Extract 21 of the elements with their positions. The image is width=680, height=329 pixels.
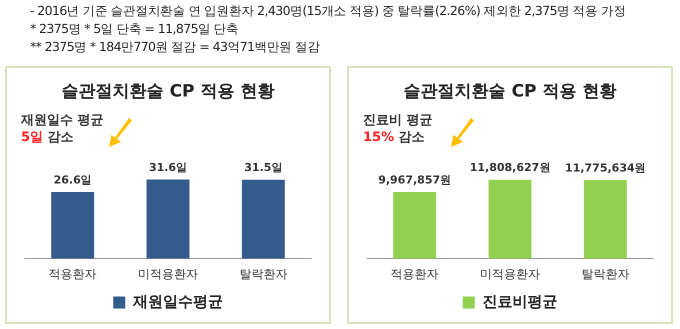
data-label: 31.6일 — [148, 160, 188, 174]
text: 재원일수 평균 5일 감소 — [21, 112, 104, 146]
x-tick-label: 탈락환자 — [239, 266, 288, 281]
legend-label: 재원일수평균 — [132, 292, 223, 310]
data-label: 11,808,627원 — [470, 161, 550, 174]
x-tick-label: 적용환자 — [390, 266, 439, 281]
text: * 2375명 * 5일 단축 = 11,875일 단축 — [30, 20, 240, 38]
data-label: 26.6일 — [54, 173, 92, 186]
data-label: 11,775,634원 — [565, 161, 646, 174]
x-tick-label: 적용환자 — [48, 266, 97, 281]
x-tick-label: 미적용환자 — [138, 266, 198, 281]
chart-title: 슬관절치환술 CP 적용 현황 — [62, 82, 274, 102]
x-tick-label: 탈락환자 — [581, 266, 630, 281]
data-label: 31.5일 — [244, 161, 282, 174]
text: 진료비 평균 15% 감소 — [363, 112, 433, 146]
text: ** 2375명 * 184만770원 절감 = 43억71백만원 절감 — [30, 38, 321, 56]
x-tick-label: 미적용환자 — [480, 266, 540, 281]
legend-label: 진료비평균 — [482, 292, 558, 310]
data-label: 9,967,857원 — [378, 173, 452, 186]
chart-title: 슬관절치환술 CP 적용 현황 — [404, 82, 616, 102]
text: - 2016년 기준 슬관절치환술 연 입원환자 2,430명(15개소 적용) 중 탈락률(2.26%) 제외한 2,375명 적용 가정 — [30, 2, 626, 20]
